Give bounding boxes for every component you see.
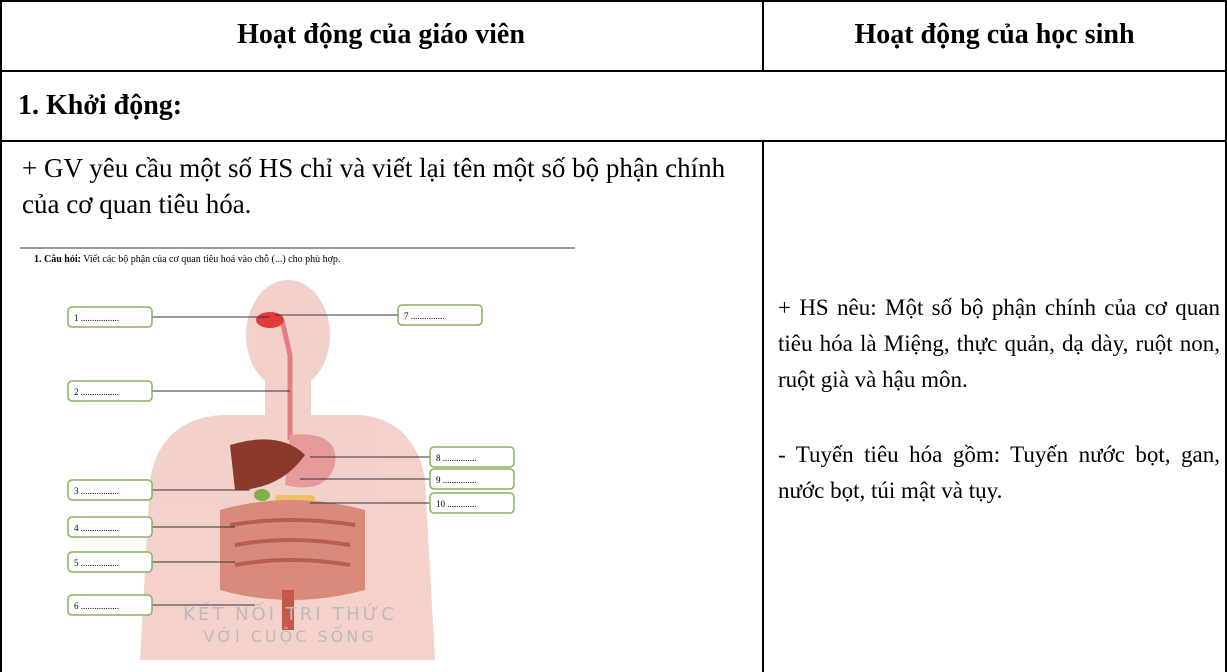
header-cell: Hoạt động của giáo viên bbox=[237, 19, 525, 50]
section-title: 1. Khởi động: bbox=[18, 90, 183, 121]
label-box bbox=[67, 479, 153, 501]
label-box bbox=[429, 446, 515, 468]
student-text: + HS nêu: Một số bộ phận chính của cơ qu… bbox=[778, 295, 1220, 392]
label-box bbox=[67, 516, 153, 538]
label-box bbox=[429, 468, 515, 490]
question: 1. Câu hỏi: Viết các bộ phận của cơ quan… bbox=[34, 254, 340, 265]
label-box bbox=[67, 551, 153, 573]
liver bbox=[230, 439, 305, 490]
label-text: 1 ................. bbox=[74, 313, 119, 323]
digestive-figure: 1. Câu hỏi: Viết các bộ phận của cơ quan… bbox=[20, 247, 575, 660]
watermark: VỚI CUỘC SỐNG bbox=[203, 625, 376, 646]
header-cell: Hoạt động của học sinh bbox=[854, 19, 1135, 50]
label-box bbox=[67, 306, 153, 328]
label-box bbox=[67, 380, 153, 402]
label-text: 10 ............. bbox=[436, 499, 477, 509]
border bbox=[0, 140, 1227, 142]
rectum bbox=[282, 590, 294, 630]
label-text: 4 ................. bbox=[74, 523, 119, 533]
mouth bbox=[256, 312, 284, 328]
label-text: 8 ............... bbox=[436, 453, 477, 463]
label-text: 3 ................. bbox=[74, 486, 119, 496]
label-text: 7 ............... bbox=[404, 311, 445, 321]
border bbox=[0, 0, 2, 672]
border bbox=[0, 0, 1227, 2]
label-text: 2 ................. bbox=[74, 387, 119, 397]
intestines bbox=[220, 500, 365, 600]
border bbox=[762, 140, 764, 672]
label-text: 9 ............... bbox=[436, 475, 477, 485]
label-text: 6 ................. bbox=[74, 601, 119, 611]
border bbox=[762, 0, 764, 70]
label-text: 5 ................. bbox=[74, 558, 119, 568]
stomach bbox=[285, 434, 336, 488]
border bbox=[1225, 0, 1227, 672]
labels: 1 ................. 2 ................. 3 … bbox=[67, 304, 515, 616]
label-box bbox=[67, 594, 153, 616]
student-text: - Tuyến tiêu hóa gồm: Tuyến nước bọt, ga… bbox=[778, 442, 1220, 503]
intestines-folds bbox=[229, 518, 356, 567]
esophagus bbox=[279, 319, 293, 440]
teacher-text: + GV yêu cầu một số HS chỉ và viết lại t… bbox=[22, 153, 726, 219]
label-box bbox=[397, 304, 483, 326]
question-label: 1. Câu hỏi: bbox=[34, 254, 81, 265]
label-box bbox=[429, 492, 515, 514]
gallbladder bbox=[254, 489, 270, 501]
border bbox=[0, 70, 1227, 72]
question-text: Viết các bộ phận của cơ quan tiêu hoá và… bbox=[83, 254, 340, 265]
